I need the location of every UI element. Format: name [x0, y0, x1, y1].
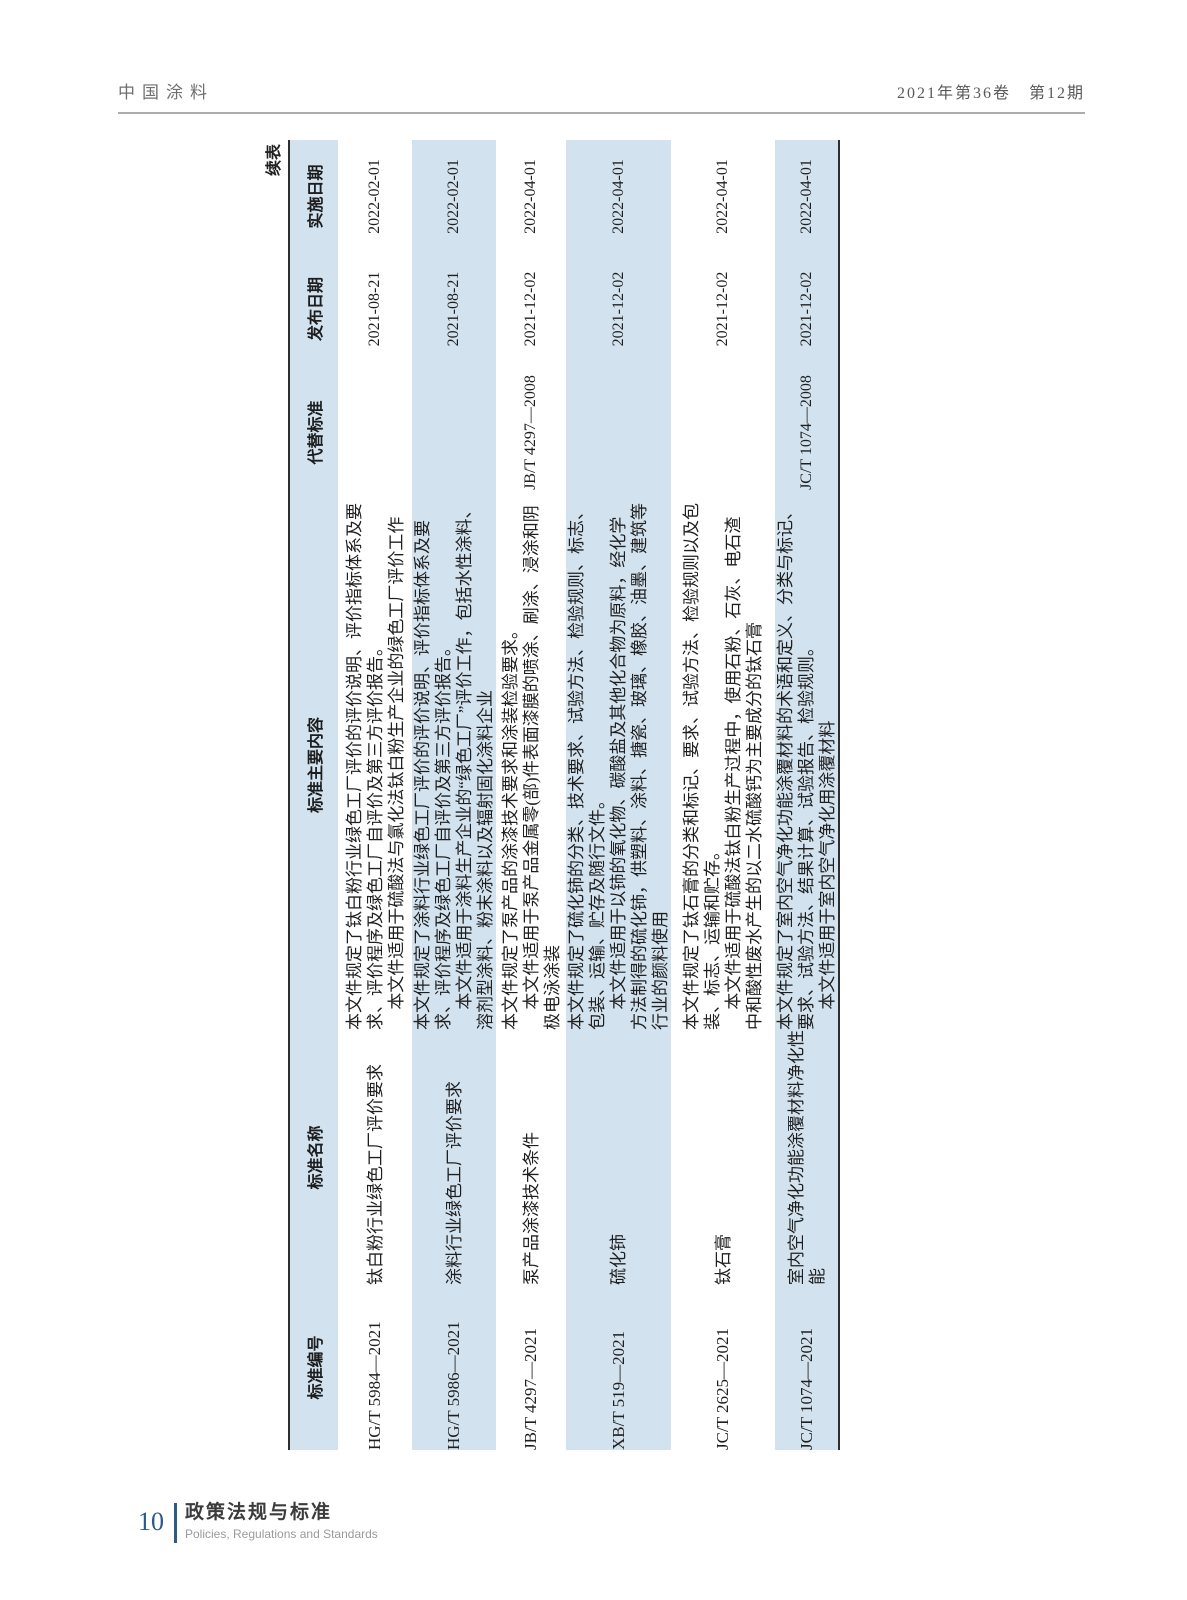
standard-content: 本文件规定了涂料行业绿色工厂评价的评价说明、评价指标体系及要求、评价程序及绿色工… [412, 500, 496, 1030]
publish-date: 2021-12-02 [522, 271, 539, 347]
table-row: HG/T 5986—2021 涂料行业绿色工厂评价要求 本文件规定了涂料行业绿色… [412, 140, 496, 1450]
replaced-standard [671, 365, 775, 500]
standard-content: 本文件规定了硫化铈的分类、技术要求、试验方法、检验规则、标志、包装、运输、贮存及… [566, 500, 671, 1030]
standard-name: 室内空气净化功能涂覆材料净化性能 [786, 1030, 827, 1285]
effective-date: 2022-02-01 [366, 159, 383, 234]
standard-content: 本文件规定了钛白粉行业绿色工厂评价的评价说明、评价指标体系及要求、评价程序及绿色… [338, 500, 412, 1030]
content-paragraph: 本文件规定了钛石膏的分类和标记、要求、试验方法、检验规则以及包装、标志、运输和贮… [682, 503, 722, 1030]
col-header-content: 标准主要内容 [308, 717, 325, 814]
standard-name: 涂料行业绿色工厂评价要求 [444, 1081, 464, 1285]
content-paragraph: 本文件规定了泵产品的涂漆技术要求和涂装检验要求。 [500, 622, 520, 1030]
table-row: HG/T 5984—2021 钛白粉行业绿色工厂评价要求 本文件规定了钛白粉行业… [338, 140, 412, 1450]
standard-name: 钛石膏 [713, 1234, 733, 1285]
effective-date: 2022-04-01 [797, 159, 815, 234]
standard-code: XB/T 519—2021 [608, 1330, 628, 1450]
rotated-table-container: 续表 标准编号 标准名称 标准主要内容 代替标准 发布日期 实施日期 HG/T … [266, 140, 840, 1450]
content-paragraph: 本文件适用于硫酸法与氯化法钛白粉生产企业的绿色工厂评价工作 [386, 516, 406, 1010]
standard-name: 泵产品涂漆技术条件 [521, 1132, 541, 1285]
section-title-cn: 政策法规与标准 [185, 1502, 333, 1523]
publish-date: 2021-08-21 [366, 271, 383, 347]
col-header-code: 标准编号 [308, 1335, 325, 1400]
content-paragraph: 本文件适用于室内空气净化用涂覆材料 [818, 720, 837, 1010]
table-row: JB/T 4297—2021 泵产品涂漆技术条件 本文件规定了泵产品的涂漆技术要… [496, 140, 566, 1450]
content-paragraph: 本文件适用于涂料生产企业的“绿色工厂”评价工作，包括水性涂料、溶剂型涂料、粉末涂… [455, 501, 495, 1030]
col-header-published: 发布日期 [308, 277, 325, 342]
footer-divider [174, 1503, 177, 1543]
standard-content: 本文件规定了泵产品的涂漆技术要求和涂装检验要求。 本文件适用于泵产品金属零(部)… [496, 500, 566, 1030]
continued-table-label: 续表 [266, 144, 283, 177]
content-paragraph: 本文件规定了室内空气净化功能涂覆材料的术语和定义、分类与标记、要求、试验方法、结… [776, 503, 816, 1030]
content-paragraph: 本文件规定了涂料行业绿色工厂评价的评价说明、评价指标体系及要求、评价程序及绿色工… [413, 520, 453, 1030]
page-number: 10 [138, 1507, 164, 1536]
effective-date: 2022-04-01 [609, 159, 627, 234]
standard-content: 本文件规定了钛石膏的分类和标记、要求、试验方法、检验规则以及包装、标志、运输和贮… [671, 500, 775, 1030]
table-row: JC/T 1074—2021 室内空气净化功能涂覆材料净化性能 本文件规定了室内… [775, 140, 839, 1450]
content-paragraph: 本文件适用于以铈的氧化物、碳酸盐及其他化合物为原料，经化学方法制得的硫化铈，供塑… [609, 503, 670, 1030]
col-header-replaces: 代替标准 [308, 400, 325, 465]
standard-code: JB/T 4297—2021 [521, 1327, 540, 1450]
replaced-standard: JC/T 1074—2008 [797, 375, 815, 490]
publish-date: 2021-12-02 [714, 271, 731, 347]
page-footer: 10 政策法规与标准 Policies, Regulations and Sta… [138, 1500, 378, 1544]
page-header: 中国涂料 2021年第36卷 第12期 [118, 78, 1085, 114]
footer-section: 政策法规与标准 Policies, Regulations and Standa… [185, 1500, 378, 1541]
col-header-effective: 实施日期 [308, 164, 325, 229]
publish-date: 2021-12-02 [797, 271, 815, 347]
standard-content: 本文件规定了室内空气净化功能涂覆材料的术语和定义、分类与标记、要求、试验方法、结… [775, 500, 839, 1030]
issue-info: 2021年第36卷 第12期 [896, 85, 1085, 102]
publish-date: 2021-12-02 [609, 271, 627, 347]
content-paragraph: 本文件规定了硫化铈的分类、技术要求、试验方法、检验规则、标志、包装、运输、贮存及… [567, 503, 607, 1030]
standard-code: HG/T 5984—2021 [365, 1321, 384, 1450]
journal-title: 中国涂料 [118, 83, 214, 102]
table-row: JC/T 2625—2021 钛石膏 本文件规定了钛石膏的分类和标记、要求、试验… [671, 140, 775, 1450]
col-header-name: 标准名称 [308, 1125, 325, 1190]
standards-table: 标准编号 标准名称 标准主要内容 代替标准 发布日期 实施日期 HG/T 598… [288, 140, 840, 1450]
publish-date: 2021-08-21 [445, 271, 462, 347]
standard-name: 硫化铈 [609, 1234, 628, 1285]
standard-name: 钛白粉行业绿色工厂评价要求 [365, 1064, 385, 1285]
replaced-standard [338, 365, 412, 500]
standard-code: JC/T 1074—2021 [796, 1327, 816, 1450]
table-header-row: 标准编号 标准名称 标准主要内容 代替标准 发布日期 实施日期 [289, 140, 338, 1450]
content-paragraph: 本文件适用于硫酸法钛白粉生产过程中，使用石粉、石灰、电石渣中和酸性废水产生的以二… [724, 516, 764, 1030]
replaced-standard: JB/T 4297—2008 [522, 375, 539, 490]
effective-date: 2022-04-01 [714, 159, 731, 234]
content-paragraph: 本文件适用于泵产品金属零(部)件表面漆膜的喷涂、刷涂、浸涂和阴极电泳涂装 [521, 505, 562, 1030]
content-paragraph: 本文件规定了钛白粉行业绿色工厂评价的评价说明、评价指标体系及要求、评价程序及绿色… [344, 503, 385, 1030]
standard-code: HG/T 5986—2021 [444, 1321, 463, 1450]
standard-code: JC/T 2625—2021 [713, 1327, 732, 1450]
replaced-standard [412, 365, 496, 500]
table-row: XB/T 519—2021 硫化铈 本文件规定了硫化铈的分类、技术要求、试验方法… [566, 140, 671, 1450]
effective-date: 2022-02-01 [445, 159, 462, 234]
replaced-standard [566, 365, 671, 500]
section-title-en: Policies, Regulations and Standards [185, 1527, 378, 1541]
effective-date: 2022-04-01 [522, 159, 539, 234]
